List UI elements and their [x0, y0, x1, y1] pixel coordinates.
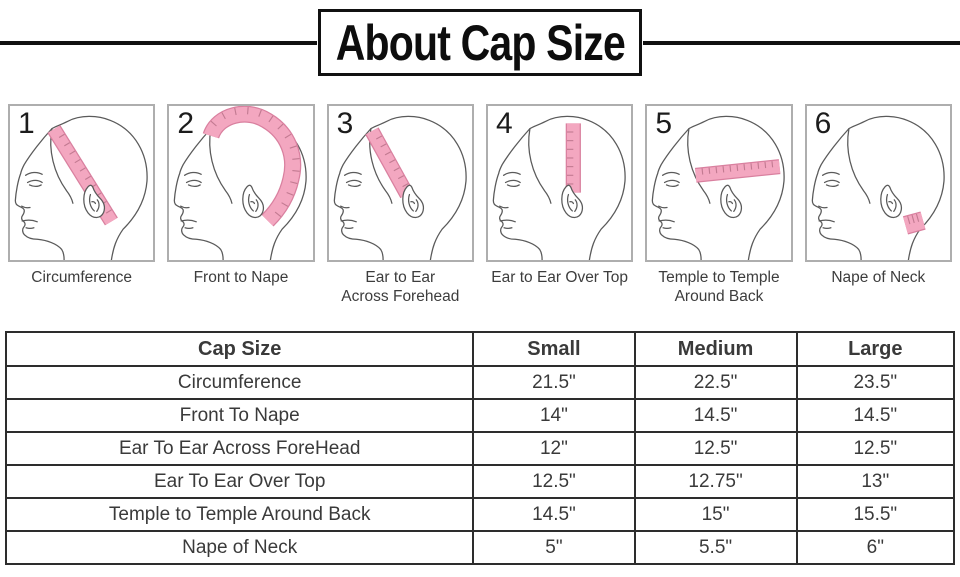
- diagram-label: Front to Nape: [193, 269, 289, 286]
- table-cell: Front To Nape: [4, 398, 475, 434]
- table-cell: 12.5": [795, 431, 956, 467]
- diagram-frame: 4: [485, 104, 634, 262]
- diagram-number: 4: [495, 107, 513, 140]
- table-header-row: Cap Size Small Medium Large: [4, 330, 956, 368]
- table-cell: 12.5": [633, 431, 798, 467]
- diagram-number: 5: [655, 107, 672, 140]
- measuring-tape: [902, 211, 926, 235]
- diagram-frame: 6: [804, 104, 952, 262]
- measuring-tape: [565, 123, 581, 193]
- table-cell: 15": [633, 497, 798, 532]
- head-profile-illustration: [492, 115, 626, 260]
- head-profile-illustration: [174, 106, 308, 260]
- table-cell: 5.5": [633, 530, 798, 565]
- table-row: Front To Nape 14" 14.5" 14.5": [4, 398, 956, 434]
- measuring-tape: [364, 127, 414, 199]
- header-large: Large: [795, 330, 956, 368]
- measuring-tape: [695, 159, 781, 183]
- head-profile-illustration: [333, 115, 467, 260]
- diagram-row: 1 Circumference 2 Front to Nape: [8, 104, 952, 307]
- banner-rule-right: [643, 41, 960, 45]
- diagram-label: Circumference: [31, 269, 133, 286]
- diagram-ear-to-ear-over-top: 4 Ear to Ear Over Top: [485, 104, 634, 307]
- table-cell: 15.5": [795, 497, 956, 532]
- table-cell: 12.5": [472, 464, 636, 500]
- table-cell: 14.5": [472, 497, 636, 532]
- diagram-frame: 2: [167, 104, 315, 262]
- diagram-number: 6: [814, 107, 832, 140]
- table-cell: 14.5": [795, 398, 956, 434]
- table-cell: 6": [795, 530, 956, 565]
- table-cell: Temple to Temple Around Back: [4, 497, 475, 532]
- table-cell: 12": [472, 431, 636, 467]
- diagram-label: Ear to Ear Over Top: [491, 269, 628, 286]
- head-profile-illustration: [811, 115, 945, 260]
- head-profile-illustration: [14, 115, 148, 260]
- table-row: Circumference 21.5" 22.5" 23.5": [4, 365, 956, 401]
- table-row: Ear To Ear Across ForeHead 12" 12.5" 12.…: [4, 431, 956, 467]
- diagram-frame: 1: [8, 104, 156, 262]
- diagram-temple-to-temple: 5 Temple to Temple Around Back: [645, 104, 793, 307]
- diagram-frame: 3: [326, 104, 474, 262]
- table-cell: 14.5": [633, 398, 798, 434]
- diagram-ear-to-ear-across-forehead: 3 Ear to Ear Across Forehead: [326, 104, 474, 307]
- table-cell: Nape of Neck: [4, 530, 475, 565]
- table-row: Temple to Temple Around Back 14.5" 15" 1…: [4, 497, 956, 532]
- table-cell: Ear To Ear Across ForeHead: [4, 431, 475, 467]
- measuring-tape: [203, 106, 302, 227]
- banner-rule-left: [0, 41, 317, 45]
- table-row: Ear To Ear Over Top 12.5" 12.75" 13": [4, 464, 956, 500]
- head-profile-illustration: [652, 115, 786, 260]
- page-title: About Cap Size: [335, 14, 625, 71]
- diagram-number: 3: [336, 107, 354, 140]
- table-cell: 23.5": [795, 365, 956, 401]
- table-cell: Circumference: [4, 365, 475, 401]
- table-cell: Ear To Ear Over Top: [4, 464, 475, 500]
- header-small: Small: [472, 330, 636, 368]
- table-cell: 13": [795, 464, 956, 500]
- table-cell: 5": [472, 530, 636, 565]
- diagram-label: Nape of Neck: [831, 269, 926, 286]
- diagram-front-to-nape: 2 Front to Nape: [167, 104, 315, 307]
- diagram-label: Ear to Ear Across Forehead: [341, 269, 460, 305]
- table-cell: 14": [472, 398, 636, 434]
- table-cell: 22.5": [633, 365, 798, 401]
- table-cell: 12.75": [633, 464, 798, 500]
- table-cell: 21.5": [472, 365, 636, 401]
- title-banner: About Cap Size: [318, 9, 642, 76]
- table-row: Nape of Neck 5" 5.5" 6": [4, 530, 956, 565]
- header-medium: Medium: [633, 330, 798, 368]
- diagram-label: Temple to Temple Around Back: [658, 269, 780, 305]
- diagram-number: 2: [177, 107, 195, 140]
- diagram-frame: 5: [645, 104, 793, 262]
- diagram-number: 1: [18, 107, 35, 140]
- cap-size-table: Cap Size Small Medium Large Circumferenc…: [4, 330, 956, 565]
- diagram-circumference: 1 Circumference: [8, 104, 156, 307]
- diagram-nape-of-neck: 6 Nape of Neck: [804, 104, 952, 307]
- header-cap-size: Cap Size: [4, 330, 475, 368]
